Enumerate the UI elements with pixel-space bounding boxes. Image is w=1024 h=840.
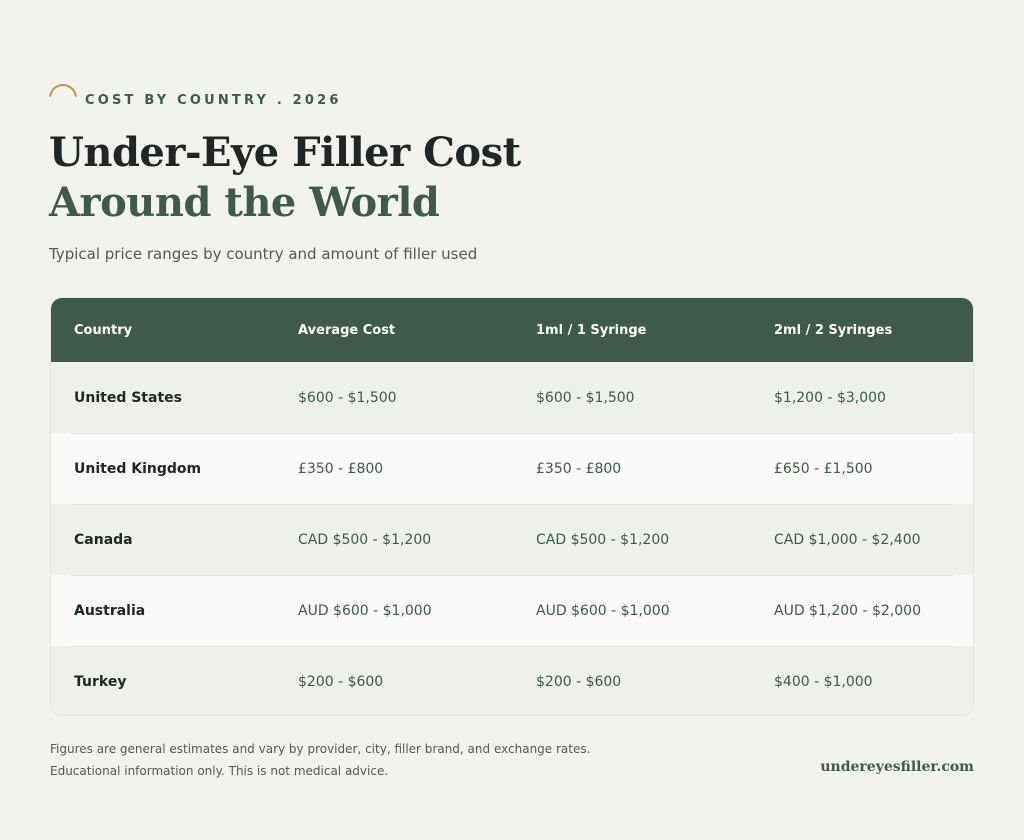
cell-1ml: CAD $500 - $1,200: [536, 531, 670, 548]
cell-average-cost: $200 - $600: [298, 673, 384, 690]
cell-average-cost: $600 - $1,500: [298, 389, 397, 406]
title-line-2: Around the World: [49, 179, 440, 226]
cell-2ml: AUD $1,200 - $2,000: [774, 602, 921, 619]
cell-2ml: $1,200 - $3,000: [774, 389, 886, 406]
cell-1ml: AUD $600 - $1,000: [536, 602, 670, 619]
cell-country: Canada: [74, 531, 133, 548]
cell-country: Turkey: [74, 673, 127, 690]
cell-country: United Kingdom: [74, 460, 202, 477]
cell-country: United States: [74, 389, 182, 406]
eyebrow-label: COST BY COUNTRY . 2026: [85, 93, 342, 108]
site-url: undereyesfiller.com: [820, 759, 974, 775]
page-title: Under-Eye Filler Cost Around the World: [49, 128, 521, 228]
cell-1ml: £350 - £800: [536, 460, 622, 477]
column-header-1ml: 1ml / 1 Syringe: [536, 322, 647, 338]
cell-2ml: £650 - £1,500: [774, 460, 873, 477]
table-row: United Kingdom £350 - £800 £350 - £800 £…: [51, 433, 973, 504]
eyebrow: COST BY COUNTRY . 2026: [48, 84, 342, 114]
cell-2ml: CAD $1,000 - $2,400: [774, 531, 921, 548]
column-header-2ml: 2ml / 2 Syringes: [774, 322, 893, 338]
arc-icon: [49, 84, 77, 112]
cell-1ml: $600 - $1,500: [536, 389, 635, 406]
table-row: Canada CAD $500 - $1,200 CAD $500 - $1,2…: [51, 504, 973, 575]
table-header: Country Average Cost 1ml / 1 Syringe 2ml…: [51, 298, 973, 362]
table-row: Australia AUD $600 - $1,000 AUD $600 - $…: [51, 575, 973, 646]
footnote-estimates: Figures are general estimates and vary b…: [50, 742, 591, 756]
cell-country: Australia: [74, 602, 146, 619]
cost-table: Country Average Cost 1ml / 1 Syringe 2ml…: [50, 297, 974, 716]
column-header-country: Country: [74, 322, 133, 338]
table-row: Turkey $200 - $600 $200 - $600 $400 - $1…: [51, 646, 973, 715]
footnote-disclaimer: Educational information only. This is no…: [50, 764, 389, 778]
cell-average-cost: £350 - £800: [298, 460, 384, 477]
column-header-average-cost: Average Cost: [298, 322, 396, 338]
title-line-1: Under-Eye Filler Cost: [49, 129, 521, 176]
cell-2ml: $400 - $1,000: [774, 673, 873, 690]
page-subtitle: Typical price ranges by country and amou…: [49, 245, 478, 263]
cell-1ml: $200 - $600: [536, 673, 622, 690]
footnotes: Figures are general estimates and vary b…: [50, 738, 590, 782]
cell-average-cost: CAD $500 - $1,200: [298, 531, 432, 548]
cell-average-cost: AUD $600 - $1,000: [298, 602, 432, 619]
table-row: United States $600 - $1,500 $600 - $1,50…: [51, 362, 973, 433]
